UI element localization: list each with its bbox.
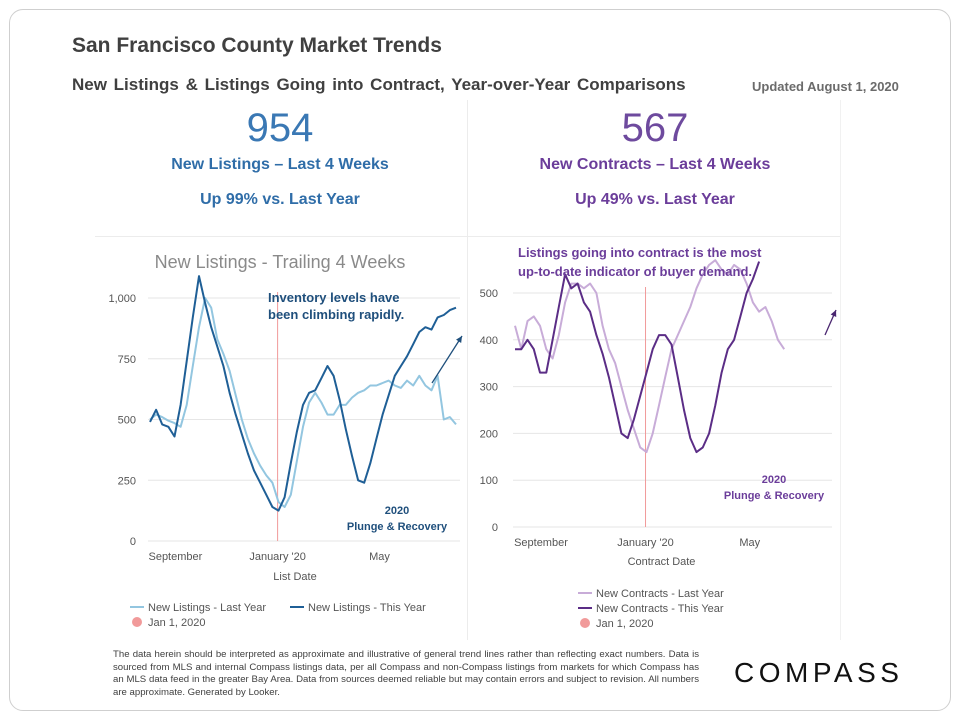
y-tick-label-1-2: 200 <box>480 428 498 440</box>
y-tick-label-1-3: 300 <box>480 382 498 394</box>
y-tick-label-0-4: 1,000 <box>108 293 136 305</box>
y-tick-label-0-3: 750 <box>118 354 136 366</box>
x-tick-label-1-2: May <box>739 537 760 549</box>
x-tick-label-0-0: September <box>148 551 202 563</box>
kpi-new-listings: 954 New Listings – Last 4 Weeks Up 99% v… <box>95 104 465 209</box>
trend-arrow-head-1 <box>830 310 837 317</box>
annotation-0-0-line-0: Inventory levels have <box>268 290 400 305</box>
updated-date: Updated August 1, 2020 <box>752 79 899 94</box>
annotation-1-0-line-0: Listings going into contract is the most <box>518 245 762 260</box>
y-tick-label-0-1: 250 <box>118 475 136 487</box>
kpi-new-contracts: 567 New Contracts – Last 4 Weeks Up 49% … <box>470 104 840 209</box>
legend-swatch-0-2 <box>132 617 142 627</box>
slide-frame <box>9 9 951 711</box>
trend-arrow-0 <box>431 335 463 384</box>
series-line-1-1 <box>515 261 761 454</box>
kpi-contracts-change: Up 49% vs. Last Year <box>575 191 735 208</box>
panel-divider-right <box>840 100 841 640</box>
kpi-listings-change: Up 99% vs. Last Year <box>200 191 360 208</box>
series-line-0-1 <box>149 275 457 512</box>
legend-label-1-0: New Contracts - Last Year <box>596 588 724 600</box>
legend-swatch-1-2 <box>580 618 590 628</box>
panel-divider-horizontal <box>95 236 840 237</box>
series-line-0-0 <box>149 297 457 508</box>
series-line-1-0 <box>514 259 786 454</box>
legend-label-1-2: Jan 1, 2020 <box>596 618 654 630</box>
y-tick-label-0-2: 500 <box>118 415 136 427</box>
y-tick-label-1-4: 400 <box>480 335 498 347</box>
y-tick-label-1-5: 500 <box>480 288 498 300</box>
annotation-0-1-line-0: 2020 <box>385 505 409 517</box>
x-tick-label-0-2: May <box>369 551 390 563</box>
y-tick-label-1-1: 100 <box>480 475 498 487</box>
annotation-0-1-line-1: Plunge & Recovery <box>347 521 448 533</box>
legend-label-0-2: Jan 1, 2020 <box>148 617 206 629</box>
panel-divider-vertical <box>467 100 468 640</box>
annotation-1-0-line-1: up-to-date indicator of buyer demand. <box>518 264 752 279</box>
x-tick-label-0-1: January '20 <box>249 551 306 563</box>
kpi-contracts-label: New Contracts – Last 4 Weeks <box>539 156 771 173</box>
kpi-listings-label: New Listings – Last 4 Weeks <box>171 156 389 173</box>
annotation-0-0-line-1: been climbing rapidly. <box>268 307 404 322</box>
kpi-contracts-value: 567 <box>621 106 689 150</box>
annotation-1-1-line-0: 2020 <box>762 474 786 486</box>
page-title: San Francisco County Market Trends <box>72 34 442 57</box>
kpi-listings-value: 954 <box>246 106 314 150</box>
compass-logo: COMPASS <box>734 657 904 688</box>
y-tick-label-1-0: 0 <box>492 522 498 534</box>
x-tick-label-1-0: September <box>514 537 568 549</box>
legend-label-1-1: New Contracts - This Year <box>596 603 724 615</box>
chart-title-0: New Listings - Trailing 4 Weeks <box>155 252 406 272</box>
legend-label-0-1: New Listings - This Year <box>308 602 426 614</box>
disclaimer-text: The data herein should be interpreted as… <box>113 649 699 698</box>
trend-arrow-head-0 <box>456 336 462 343</box>
y-tick-label-0-0: 0 <box>130 536 136 548</box>
x-axis-label-0: List Date <box>273 571 316 583</box>
x-tick-label-1-1: January '20 <box>617 537 674 549</box>
x-axis-label-1: Contract Date <box>628 556 696 568</box>
page-subtitle: New Listings & Listings Going into Contr… <box>72 75 686 94</box>
annotation-1-1-line-1: Plunge & Recovery <box>724 490 825 502</box>
legend-label-0-0: New Listings - Last Year <box>148 602 266 614</box>
